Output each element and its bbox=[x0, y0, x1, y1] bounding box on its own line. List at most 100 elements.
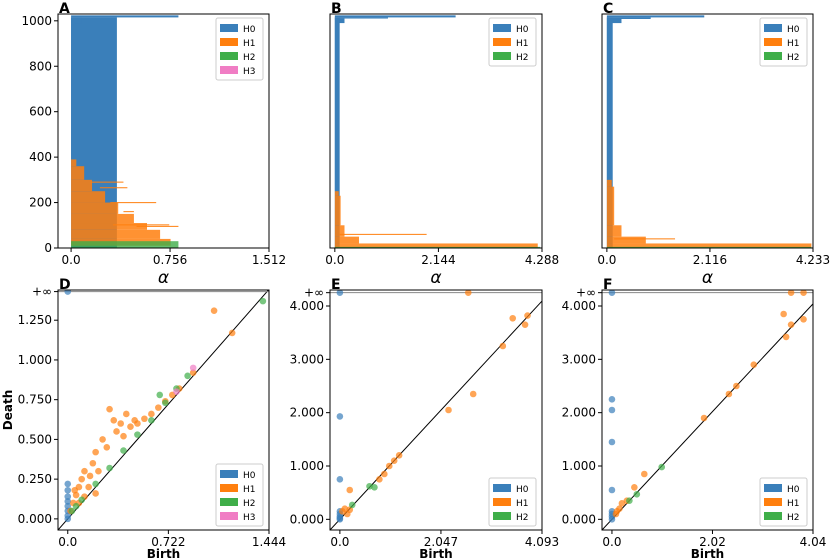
y-tick-label: 4.000 bbox=[562, 299, 596, 313]
point-h1 bbox=[725, 390, 733, 398]
point-h1 bbox=[117, 420, 125, 427]
x-tick-label: 4.288 bbox=[525, 253, 559, 267]
x-tick-label: 4.04 bbox=[800, 535, 827, 549]
h1-bar bbox=[606, 243, 812, 248]
legend-swatch-h1 bbox=[493, 38, 511, 46]
point-h2 bbox=[68, 507, 76, 515]
legend-swatch-h0 bbox=[220, 24, 238, 32]
h1-bar bbox=[71, 213, 134, 224]
plot-area bbox=[71, 15, 179, 248]
infinity-tick-label: +∞ bbox=[32, 285, 52, 299]
x-tick-label: 0.0 bbox=[325, 253, 344, 267]
legend-label-h0: H0 bbox=[516, 485, 529, 495]
point-h0 bbox=[608, 396, 616, 403]
x-tick-label: 2.116 bbox=[693, 253, 727, 267]
point-h2 bbox=[348, 501, 356, 509]
axes-frame bbox=[601, 289, 814, 531]
legend-box bbox=[215, 463, 264, 527]
panel-a: 0.0 0.756 1.512 0 200 400 600 800 1000 α A H0 H1 H2 H3 bbox=[21, 1, 286, 288]
x-tick-label: 1.444 bbox=[252, 535, 286, 549]
point-h2 bbox=[120, 447, 127, 454]
y-tick-label: 1.000 bbox=[290, 459, 324, 473]
legend-label-h0: H0 bbox=[243, 25, 256, 35]
legend-swatch-h1 bbox=[493, 498, 511, 506]
point-h1 bbox=[210, 307, 218, 314]
infinity-tick-label: +∞ bbox=[576, 286, 596, 300]
point-h0 bbox=[608, 438, 616, 446]
h1-bar bbox=[71, 229, 161, 239]
point-h1 bbox=[141, 415, 148, 423]
y-tick-label: 1.000 bbox=[562, 459, 596, 473]
h0-bar bbox=[71, 23, 76, 44]
legend-label-h3: H3 bbox=[243, 67, 256, 77]
legend-label-h2: H2 bbox=[787, 53, 800, 63]
legend-label-h1: H1 bbox=[516, 499, 529, 509]
h1-bar bbox=[606, 179, 612, 187]
y-tick-label: 0.750 bbox=[18, 393, 52, 407]
x-tick-label: 4.233 bbox=[796, 253, 830, 267]
point-h1 bbox=[71, 486, 79, 494]
point-h0 bbox=[608, 406, 616, 414]
h1-bar bbox=[71, 166, 85, 180]
x-tick-label: 0.722 bbox=[151, 535, 185, 549]
legend-label-h2: H2 bbox=[516, 53, 529, 63]
x-axis-label: α bbox=[158, 268, 169, 288]
axes-frame bbox=[57, 289, 270, 531]
panel-b: 0.0 2.144 4.288 α B H0 H1 H2 bbox=[325, 1, 559, 288]
point-h1 bbox=[81, 467, 88, 475]
panel-label: D bbox=[59, 277, 71, 293]
legend-label-h2: H2 bbox=[243, 499, 256, 509]
point-h2 bbox=[658, 463, 666, 471]
h0-bar bbox=[334, 23, 338, 192]
point-h1 bbox=[122, 410, 130, 418]
point-h1 bbox=[95, 467, 102, 475]
point-h2 bbox=[259, 297, 267, 305]
legend-label-h0: H0 bbox=[243, 471, 256, 481]
point-h1 bbox=[339, 508, 346, 515]
point-h1 bbox=[521, 321, 529, 328]
point-h0 bbox=[64, 502, 72, 510]
axes-frame bbox=[329, 289, 543, 531]
point-h0 bbox=[608, 290, 616, 296]
y-tick-label: 3.000 bbox=[290, 352, 324, 366]
point-h1 bbox=[618, 500, 626, 507]
legend-label-h3: H3 bbox=[243, 513, 256, 523]
point-h1 bbox=[395, 452, 403, 459]
h1-bar bbox=[334, 191, 339, 196]
panel-label: C bbox=[603, 1, 613, 17]
legend-label-h0: H0 bbox=[516, 25, 529, 35]
point-h0 bbox=[64, 486, 72, 494]
point-h2 bbox=[148, 417, 155, 424]
point-h0 bbox=[64, 493, 72, 500]
legend-swatch-h2 bbox=[220, 498, 238, 506]
y-axis-label: Death bbox=[1, 390, 15, 430]
panel-c: 0.0 2.116 4.233 α C H0 H1 H2 bbox=[597, 1, 830, 288]
legend-label-h0: H0 bbox=[787, 25, 800, 35]
plot-area bbox=[334, 15, 541, 248]
point-h1 bbox=[99, 436, 106, 443]
y-tick-label: 800 bbox=[29, 59, 52, 73]
point-h3 bbox=[173, 388, 180, 396]
point-h1 bbox=[92, 490, 99, 497]
legend-swatch-h0 bbox=[493, 484, 511, 492]
point-h1 bbox=[189, 369, 197, 376]
y-tick-label: 2.000 bbox=[562, 406, 596, 420]
infinity-tick-label: +∞ bbox=[304, 286, 324, 300]
y-tick-label: 0.000 bbox=[562, 512, 596, 526]
point-h0 bbox=[64, 515, 72, 523]
panel-d: 0.0 0.722 1.444 0.000 0.250 0.500 0.750 1.000 1.… bbox=[1, 277, 286, 560]
legend-swatch-h0 bbox=[220, 470, 238, 478]
point-h0 bbox=[64, 498, 72, 505]
point-h2 bbox=[156, 391, 164, 399]
legend-swatch-h1 bbox=[764, 38, 782, 46]
x-tick-label: 2.144 bbox=[421, 253, 455, 267]
y-tick-label: 0.250 bbox=[18, 472, 52, 486]
legend: H0 H1 H2 H3 bbox=[215, 17, 264, 81]
legend-swatch-h3 bbox=[220, 66, 238, 74]
x-axis-label: α bbox=[430, 268, 441, 288]
h1-bar bbox=[606, 236, 646, 244]
legend: H0 H1 H2 bbox=[759, 477, 808, 527]
axes-frame bbox=[57, 13, 270, 249]
panel-e: 0.0 2.047 4.093 0.000 1.000 2.000 3.000 4.000+∞… bbox=[290, 277, 560, 560]
plot-area bbox=[330, 290, 542, 530]
